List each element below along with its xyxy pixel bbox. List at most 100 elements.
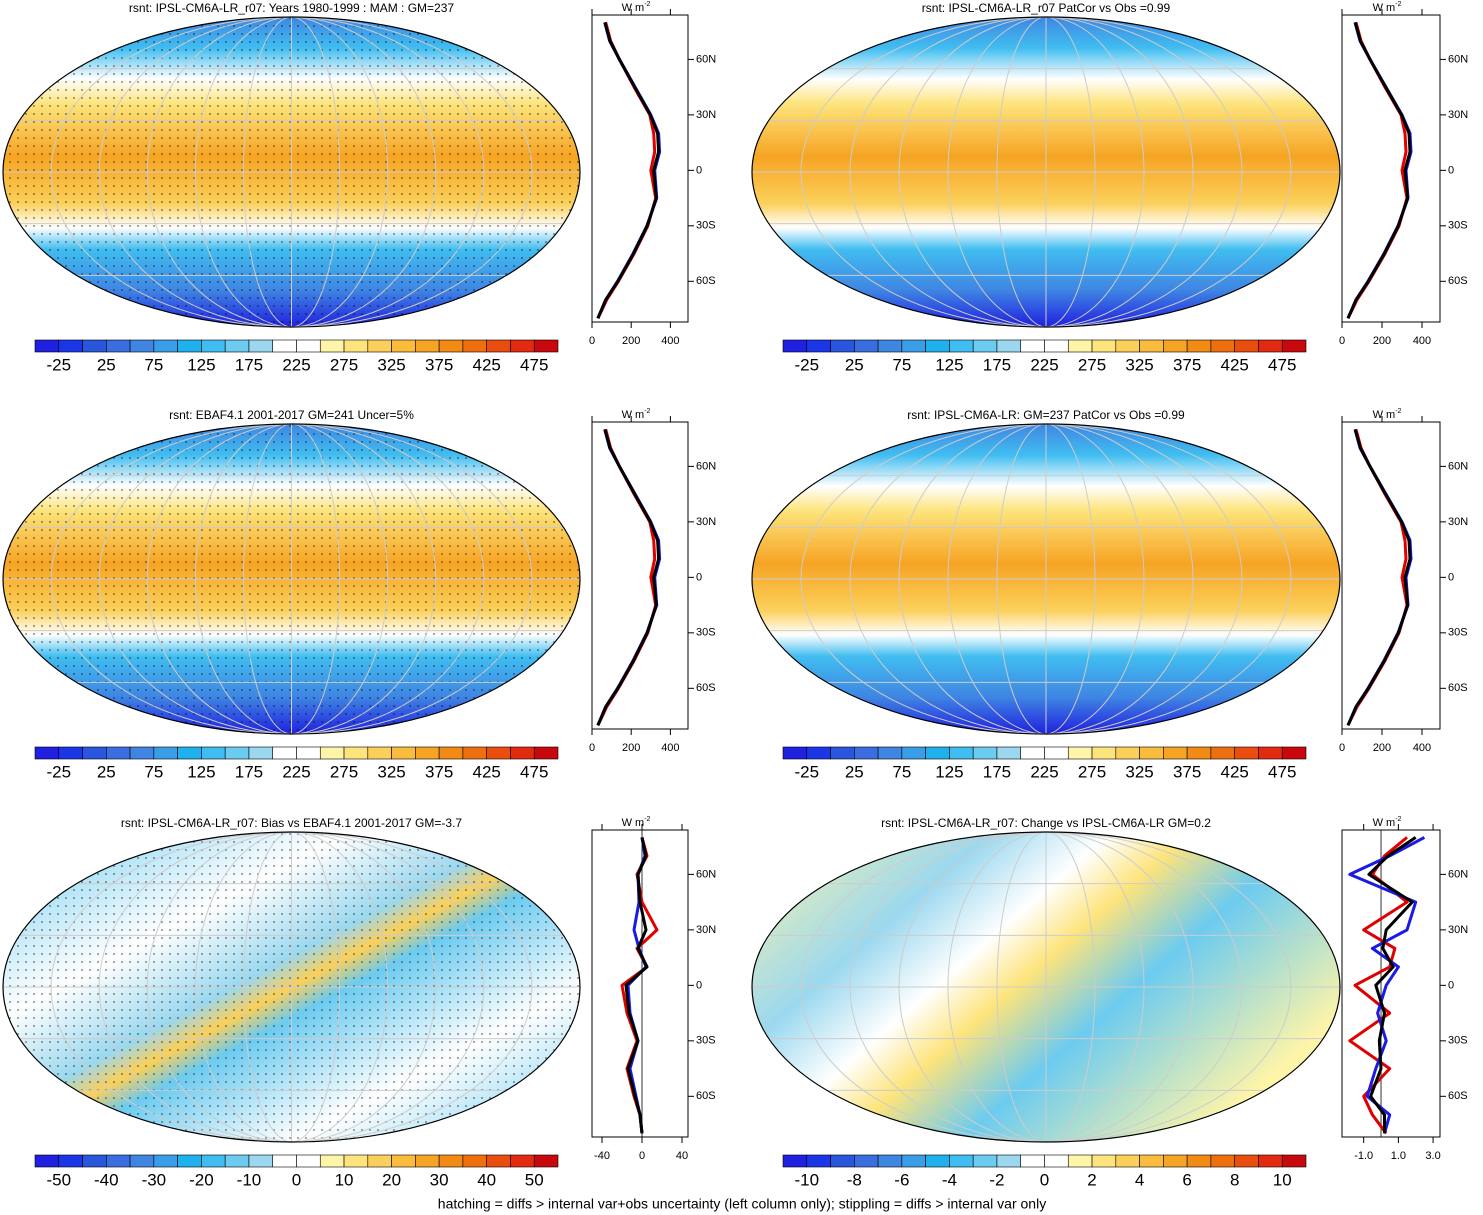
- colorbar-box: [415, 339, 440, 353]
- meridian: [98, 17, 485, 327]
- y-tick-label: 60N: [1448, 53, 1468, 65]
- colorbar-box: [248, 1154, 274, 1168]
- colorbar-box: [367, 1154, 392, 1168]
- colorbar-label: -8: [847, 1170, 862, 1189]
- colorbar-label: 125: [187, 762, 215, 781]
- colorbar-label: -6: [894, 1170, 909, 1189]
- colorbar-box: [533, 1154, 559, 1168]
- colorbar-box: [1163, 746, 1188, 760]
- colorbar-box: [1139, 339, 1164, 353]
- colorbar-label: 6: [1182, 1170, 1191, 1189]
- unit: W m: [622, 409, 645, 421]
- colorbar-box: [415, 1154, 440, 1168]
- y-tick-label: 60S: [696, 682, 716, 694]
- colorbar-box: [1020, 746, 1045, 760]
- colorbar-box: [58, 1154, 83, 1168]
- colorbar-box: [1020, 1154, 1045, 1168]
- colorbar-label: 10: [1273, 1170, 1292, 1189]
- meridian: [194, 424, 389, 734]
- unit: W m: [1373, 2, 1396, 14]
- colorbar-box: [1091, 1154, 1117, 1168]
- colorbar-box: [1067, 339, 1093, 353]
- colorbar-box: [1210, 339, 1235, 353]
- colorbar-box: [1186, 1154, 1212, 1168]
- colorbar-box: [391, 339, 416, 353]
- map: [3, 832, 580, 1142]
- meridian: [242, 424, 341, 734]
- colorbar-box: [34, 339, 60, 353]
- y-tick-label: 60N: [1448, 868, 1468, 880]
- meridian: [146, 424, 437, 734]
- colorbar-box: [296, 1154, 321, 1168]
- colorbar-box: [1044, 1154, 1069, 1168]
- colorbar-box: [806, 1154, 831, 1168]
- y-tick-label: 30N: [696, 924, 716, 936]
- colorbar-box: [486, 339, 511, 353]
- colorbar-label: 275: [1078, 762, 1106, 781]
- meridian: [146, 17, 437, 327]
- colorbar-box: [1186, 339, 1212, 353]
- colorbar-box: [510, 746, 535, 760]
- colorbar-box: [1044, 746, 1069, 760]
- colorbar-label: -10: [237, 1170, 262, 1189]
- x-tick-label: 200: [1373, 742, 1391, 754]
- colorbar-box: [58, 339, 83, 353]
- colorbar-box: [877, 746, 903, 760]
- unit: W m: [622, 2, 645, 14]
- colorbar-box: [949, 1154, 974, 1168]
- colorbar-label: 40: [477, 1170, 496, 1189]
- colorbar-box: [1281, 1154, 1307, 1168]
- y-tick-label: 30S: [1448, 1035, 1468, 1047]
- colorbar-box: [1115, 339, 1140, 353]
- colorbar-label: -30: [142, 1170, 167, 1189]
- colorbar-box: [58, 746, 83, 760]
- unit-exponent: -2: [644, 408, 650, 415]
- colorbar-box: [972, 339, 998, 353]
- colorbar-box: [972, 1154, 998, 1168]
- meridian: [898, 17, 1194, 327]
- meridian: [947, 424, 1145, 734]
- unit-label: W m-2: [622, 816, 651, 829]
- colorbar-box: [415, 746, 440, 760]
- colorbar-label: 475: [1268, 762, 1296, 781]
- y-tick-label: 0: [1448, 571, 1454, 583]
- colorbar-label: 75: [892, 355, 911, 374]
- colorbar-label: 275: [330, 355, 358, 374]
- colorbar-box: [367, 339, 392, 353]
- meridian: [849, 832, 1243, 1142]
- x-tick-label: 200: [622, 742, 640, 754]
- profile-line: [1346, 22, 1409, 319]
- meridian: [849, 17, 1243, 327]
- x-tick-label: 0: [589, 742, 595, 754]
- colorbar-box: [248, 339, 274, 353]
- profile-line: [596, 22, 658, 319]
- x-tick-label: 0: [1339, 335, 1345, 347]
- y-tick-label: 0: [1448, 979, 1454, 991]
- meridian: [146, 832, 437, 1142]
- x-tick-label: 200: [622, 335, 640, 347]
- x-tick-label: 40: [676, 1150, 688, 1162]
- colorbar-label: 225: [282, 762, 310, 781]
- colorbar-label: 25: [97, 762, 116, 781]
- colorbar-label: -50: [46, 1170, 71, 1189]
- colorbar-box: [201, 746, 226, 760]
- x-tick-label: 400: [1413, 742, 1431, 754]
- colorbar-box: [1234, 1154, 1259, 1168]
- colorbar-box: [1281, 746, 1307, 760]
- colorbar-box: [319, 746, 345, 760]
- profile-frame: [1341, 421, 1441, 730]
- meridian: [996, 17, 1096, 327]
- y-tick-label: 30N: [696, 516, 716, 528]
- colorbar-box: [1067, 746, 1093, 760]
- colorbar-box: [782, 746, 808, 760]
- meridian: [98, 424, 485, 734]
- unit: W m: [622, 817, 645, 829]
- colorbar-box: [949, 339, 974, 353]
- colorbar-label: 30: [430, 1170, 449, 1189]
- colorbar-box: [462, 339, 487, 353]
- colorbar-label: 475: [520, 355, 548, 374]
- colorbar-box: [806, 339, 831, 353]
- colorbar-box: [296, 339, 321, 353]
- meridian: [800, 17, 1292, 327]
- colorbar-box: [854, 746, 879, 760]
